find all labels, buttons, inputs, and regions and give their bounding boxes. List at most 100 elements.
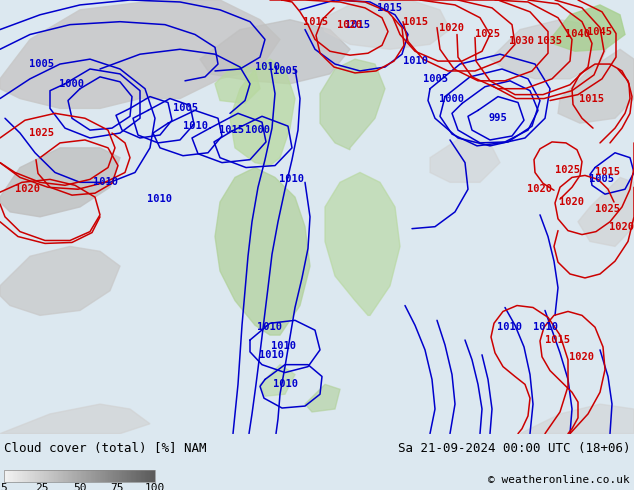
Bar (150, 470, 152, 482)
Bar (73, 470, 74, 482)
Text: 1010: 1010 (271, 341, 295, 351)
Bar (139, 470, 140, 482)
Text: 1020: 1020 (569, 352, 595, 362)
Bar (32, 470, 33, 482)
Bar (24, 470, 25, 482)
Text: 1010: 1010 (93, 177, 117, 187)
Bar (70, 470, 71, 482)
Bar (56, 470, 57, 482)
Text: 1040: 1040 (566, 29, 590, 40)
Bar (61, 470, 62, 482)
Bar (91, 470, 92, 482)
Text: 1010: 1010 (498, 322, 522, 332)
Bar (71, 470, 72, 482)
Bar (121, 470, 122, 482)
Bar (124, 470, 125, 482)
Text: 1020: 1020 (527, 184, 552, 194)
Bar (58, 470, 60, 482)
Bar (149, 470, 150, 482)
Bar (107, 470, 108, 482)
Bar (5, 470, 6, 482)
Text: 1020: 1020 (609, 221, 634, 232)
Bar (94, 470, 96, 482)
Bar (89, 470, 91, 482)
Bar (48, 470, 49, 482)
Bar (36, 470, 37, 482)
Bar (41, 470, 42, 482)
Bar (103, 470, 105, 482)
Bar (110, 470, 111, 482)
Text: 1025: 1025 (595, 204, 621, 214)
Bar (51, 470, 52, 482)
Polygon shape (215, 64, 260, 103)
Bar (102, 470, 103, 482)
Text: 1020: 1020 (337, 20, 363, 29)
Polygon shape (0, 148, 120, 217)
Bar (72, 470, 73, 482)
Bar (4, 470, 155, 482)
Polygon shape (260, 365, 295, 396)
Bar (20, 470, 22, 482)
Bar (9, 470, 10, 482)
Bar (98, 470, 100, 482)
Bar (74, 470, 75, 482)
Bar (11, 470, 13, 482)
Bar (92, 470, 93, 482)
Polygon shape (490, 20, 610, 79)
Bar (133, 470, 134, 482)
Bar (57, 470, 58, 482)
Bar (4, 470, 5, 482)
Bar (148, 470, 149, 482)
Text: 1000: 1000 (60, 79, 84, 89)
Bar (116, 470, 117, 482)
Bar (101, 470, 102, 482)
Bar (29, 470, 30, 482)
Text: 1000: 1000 (245, 125, 271, 135)
Bar (10, 470, 11, 482)
Text: 1005: 1005 (172, 103, 198, 113)
Bar (27, 470, 28, 482)
Bar (38, 470, 39, 482)
Bar (28, 470, 29, 482)
Bar (136, 470, 138, 482)
Text: © weatheronline.co.uk: © weatheronline.co.uk (488, 475, 630, 485)
Bar (153, 470, 155, 482)
Bar (120, 470, 121, 482)
Bar (8, 470, 9, 482)
Bar (115, 470, 116, 482)
Text: 1015: 1015 (219, 125, 245, 135)
Text: 1015: 1015 (403, 17, 427, 26)
Bar (93, 470, 94, 482)
Bar (105, 470, 106, 482)
Bar (43, 470, 44, 482)
Bar (111, 470, 112, 482)
Bar (81, 470, 82, 482)
Polygon shape (215, 168, 310, 335)
Bar (22, 470, 23, 482)
Text: 1010: 1010 (280, 174, 304, 184)
Text: 1030: 1030 (510, 36, 534, 47)
Polygon shape (230, 59, 295, 166)
Bar (15, 470, 16, 482)
Text: 1025: 1025 (30, 128, 55, 138)
Bar (6, 470, 8, 482)
Bar (144, 470, 145, 482)
Bar (60, 470, 61, 482)
Bar (46, 470, 47, 482)
Bar (34, 470, 36, 482)
Bar (97, 470, 98, 482)
Bar (14, 470, 15, 482)
Bar (13, 470, 14, 482)
Text: 1020: 1020 (559, 197, 585, 207)
Bar (62, 470, 63, 482)
Bar (33, 470, 34, 482)
Text: 1015: 1015 (304, 17, 328, 26)
Bar (145, 470, 146, 482)
Bar (87, 470, 88, 482)
Bar (100, 470, 101, 482)
Bar (130, 470, 131, 482)
Text: Cloud cover (total) [%] NAM: Cloud cover (total) [%] NAM (4, 441, 207, 455)
Text: 1005: 1005 (30, 59, 55, 69)
Bar (77, 470, 78, 482)
Bar (143, 470, 144, 482)
